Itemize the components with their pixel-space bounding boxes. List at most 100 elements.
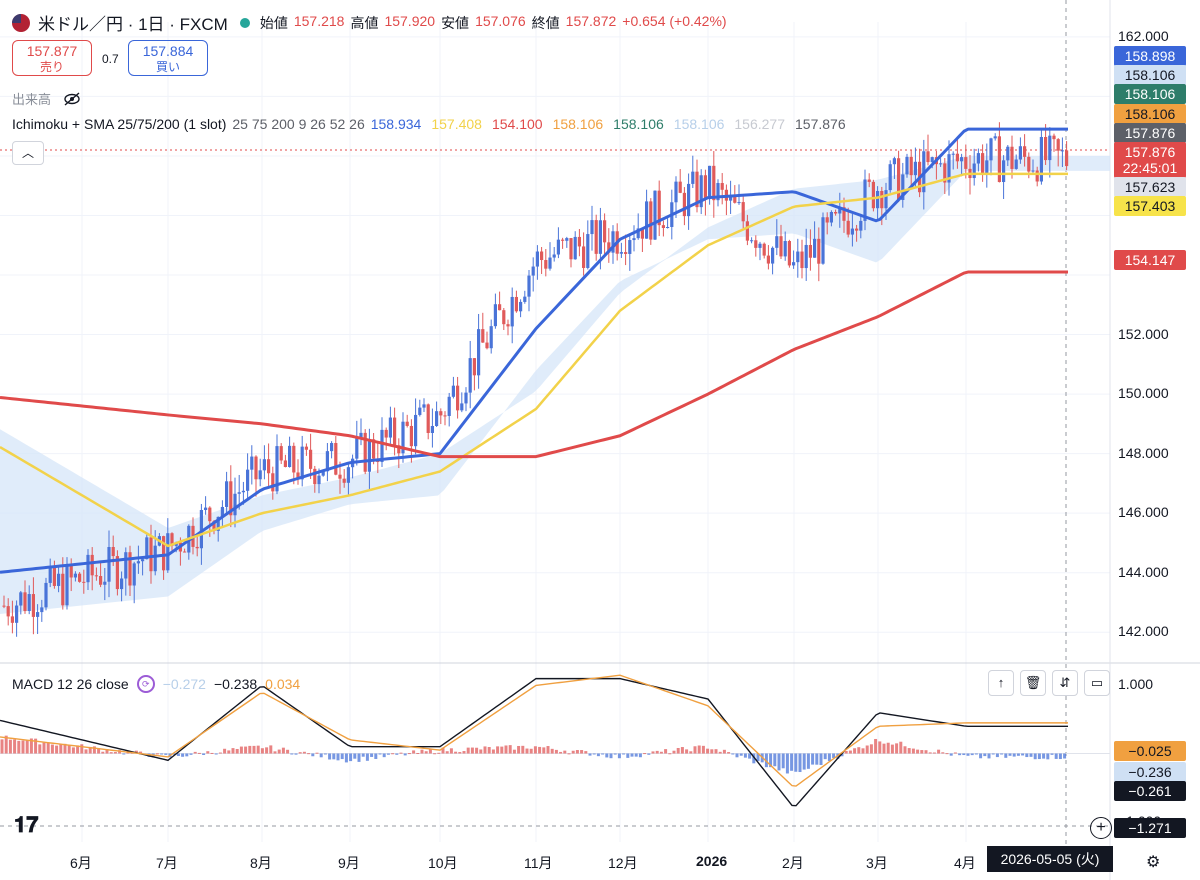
candle-body-176 — [741, 202, 745, 222]
macd-hist-244 — [1025, 753, 1029, 758]
eye-hidden-icon[interactable] — [63, 91, 81, 106]
candle-body-112 — [472, 358, 476, 376]
macd-hist-216 — [907, 748, 911, 754]
candle-body-168 — [708, 165, 712, 200]
candle-body-20 — [86, 554, 90, 583]
candle-body-213 — [897, 158, 901, 200]
symbol-title[interactable]: 米ドル／円 · 1日 · FXCM — [38, 15, 228, 34]
price-tick-3: 148.000 — [1118, 444, 1169, 461]
macd-hist-56 — [235, 748, 239, 754]
macd-hist-108 — [454, 751, 458, 754]
candle-body-165 — [695, 171, 699, 208]
candle-body-127 — [535, 251, 539, 267]
candle-body-144 — [607, 242, 611, 253]
candle-body-3 — [15, 605, 19, 623]
settings-gear-icon[interactable]: ⚙ — [1146, 854, 1161, 871]
candle-body-82 — [346, 467, 350, 483]
delete-pane-button[interactable]: 🗑 — [1020, 670, 1046, 696]
candle-body-156 — [657, 190, 661, 226]
macd-hist-207 — [869, 744, 873, 754]
candle-body-103 — [435, 411, 439, 426]
candle-body-4 — [19, 592, 23, 606]
candle-body-120 — [506, 324, 510, 327]
candle-body-203 — [855, 228, 859, 231]
macd-hist-160 — [672, 750, 676, 754]
macd-hist-111 — [466, 747, 470, 754]
macd-hist-5 — [21, 740, 25, 754]
candle-body-139 — [586, 234, 590, 268]
candle-body-241 — [1014, 159, 1018, 169]
market-open-icon — [239, 17, 250, 28]
macd-hist-69 — [290, 753, 294, 755]
macd-hist-208 — [874, 738, 878, 754]
maximize-pane-button[interactable]: ▭ — [1084, 670, 1110, 696]
buy-price: 157.884 — [142, 43, 194, 59]
macd-hist-0 — [0, 739, 4, 754]
candle-body-58 — [246, 469, 250, 491]
macd-hist-112 — [470, 747, 474, 754]
time-tick-10: 4月 — [954, 855, 976, 871]
buy-button[interactable]: 157.884 買い — [128, 40, 208, 76]
candle-body-150 — [632, 238, 636, 241]
candle-body-208 — [876, 190, 880, 209]
macd-hist-103 — [433, 753, 437, 755]
candle-body-72 — [304, 446, 308, 450]
collapse-pane-button[interactable]: ⇵ — [1052, 670, 1078, 696]
sell-button[interactable]: 157.877 売り — [12, 40, 92, 76]
candle-body-69 — [292, 445, 296, 473]
candle-body-109 — [460, 403, 464, 411]
macd-hist-148 — [622, 753, 626, 755]
macd-hist-223 — [937, 749, 941, 754]
move-up-button[interactable]: ↑ — [988, 670, 1014, 696]
macd-hist-150 — [630, 753, 634, 757]
macd-hist-9 — [38, 744, 42, 754]
maximize-icon: ▭ — [1090, 675, 1104, 690]
macd-hist-228 — [958, 753, 962, 756]
indicator-legend[interactable]: Ichimoku + SMA 25/75/200 (1 slot) 25 75 … — [12, 116, 846, 132]
candle-body-198 — [834, 212, 838, 214]
price-tick-2: 150.000 — [1118, 385, 1169, 402]
macd-hist-193 — [811, 753, 815, 765]
add-plus-icon[interactable]: + — [1090, 817, 1112, 839]
macd-hist-137 — [575, 750, 579, 754]
candle-body-40 — [170, 533, 174, 546]
macd-legend[interactable]: MACD 12 26 close ⟳ −0.272 −0.238 0.034 — [12, 675, 300, 693]
macd-value-2: 0.034 — [265, 676, 301, 692]
candle-body-102 — [430, 425, 434, 433]
candle-body-251 — [1056, 139, 1060, 151]
cycle-icon[interactable]: ⟳ — [136, 675, 155, 693]
macd-hist-145 — [609, 753, 613, 759]
macd-hist-8 — [34, 738, 38, 754]
ichimoku-cloud — [0, 155, 1110, 614]
candle-body-97 — [409, 425, 413, 447]
candle-body-38 — [162, 536, 166, 571]
price-label-0: 158.898 — [1114, 46, 1186, 66]
macd-hist-152 — [638, 753, 642, 758]
collapse-legend-button[interactable]: ︿ — [12, 141, 44, 165]
volume-legend[interactable]: 出来高 — [12, 89, 81, 108]
candle-body-91 — [384, 429, 388, 438]
macd-hist-213 — [895, 743, 899, 754]
macd-hist-218 — [916, 749, 920, 754]
candle-body-96 — [405, 421, 409, 426]
indicator-value-2: 154.100 — [491, 116, 543, 132]
candle-body-185 — [779, 236, 783, 257]
macd-hist-91 — [382, 753, 386, 758]
candle-body-28 — [120, 578, 124, 590]
candle-body-194 — [817, 238, 821, 264]
candle-body-155 — [653, 190, 657, 240]
candle-body-204 — [859, 220, 863, 231]
macd-hist-90 — [378, 753, 382, 755]
macd-hist-240 — [1008, 753, 1012, 756]
candle-body-36 — [153, 545, 157, 572]
macd-hist-203 — [853, 748, 857, 754]
candle-body-235 — [989, 138, 993, 161]
macd-hist-236 — [991, 753, 995, 755]
candle-body-138 — [582, 246, 586, 268]
symbol-header: 米ドル／円 · 1日 · FXCM 始値 157.218 高値 157.920 安値… — [12, 10, 727, 35]
candle-body-207 — [871, 181, 875, 209]
macd-hist-66 — [277, 749, 281, 754]
macd-hist-156 — [655, 750, 659, 754]
macd-hist-47 — [197, 752, 201, 754]
